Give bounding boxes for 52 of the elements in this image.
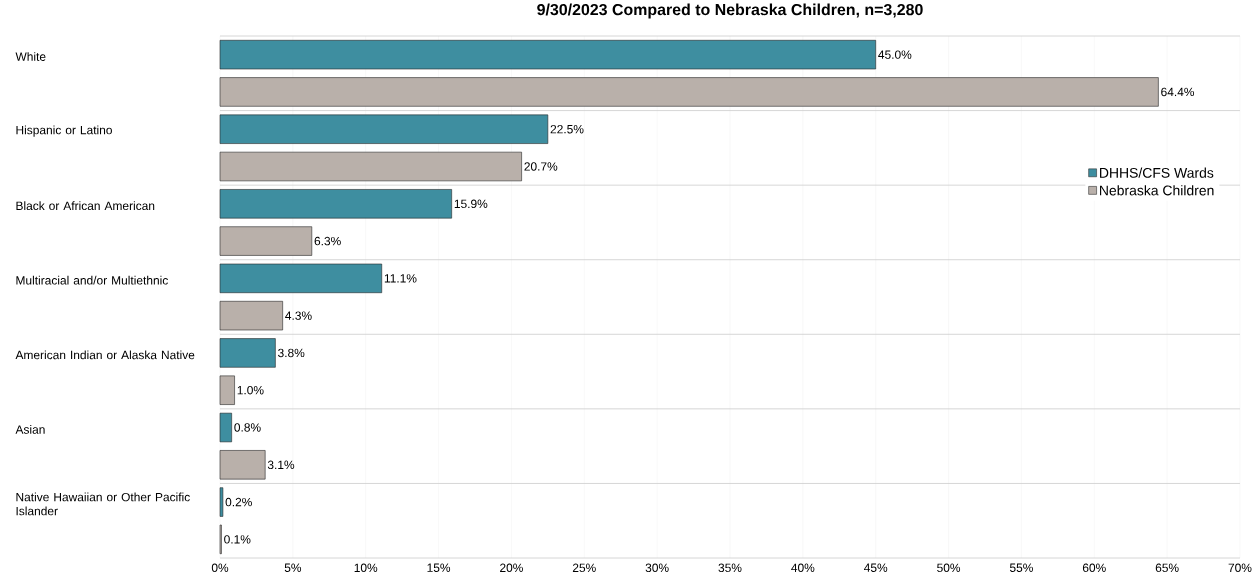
data-label: 0.8% <box>234 423 261 432</box>
bar <box>219 151 522 182</box>
y-tick-label: Native Hawaiian or Other Pacific Islander <box>16 492 190 516</box>
bar <box>219 189 452 219</box>
bar <box>219 39 876 70</box>
y-tick-label: American Indian or Alaska Native <box>15 350 195 360</box>
y-tick-label: Multiracial and/or Multiethnic <box>16 275 168 285</box>
data-label: 3.8% <box>278 348 305 358</box>
data-label: 15.9% <box>454 199 488 209</box>
data-label: 1.0% <box>237 385 264 395</box>
legend-label: Nebraska Children <box>1100 185 1214 196</box>
x-tick-label: 40% <box>791 563 815 572</box>
x-tick-label: 5% <box>284 563 302 572</box>
y-tick-label: White <box>15 52 46 61</box>
x-tick-label: 60% <box>1082 563 1106 572</box>
data-label: 0.2% <box>225 497 252 507</box>
data-label: 6.3% <box>314 236 341 246</box>
bar <box>219 375 235 405</box>
y-tick-label: Asian <box>15 424 45 434</box>
x-tick-label: 45% <box>864 563 888 572</box>
chart-title: 9/30/2023 Compared to Nebraska Children, n=3,280 <box>537 3 923 19</box>
bar <box>219 226 313 256</box>
data-label: 64.4% <box>1161 87 1195 97</box>
data-label: 22.5% <box>550 124 584 134</box>
bar <box>219 263 383 294</box>
x-tick-label: 50% <box>937 563 961 572</box>
y-tick-label: Black or African American <box>16 201 155 211</box>
x-tick-label: 25% <box>572 563 596 572</box>
x-tick-label: 10% <box>354 563 378 572</box>
x-tick-label: 35% <box>718 563 742 572</box>
x-tick-label: 70% <box>1228 563 1252 572</box>
data-label: 11.1% <box>384 274 417 283</box>
x-tick-label: 30% <box>645 563 669 572</box>
data-label: 4.3% <box>285 311 312 320</box>
data-label: 3.1% <box>267 460 295 470</box>
data-label: 45.0% <box>878 50 912 59</box>
y-tick-label: Hispanic or Latino <box>16 125 112 137</box>
bar <box>219 450 266 480</box>
data-label: 0.1% <box>224 535 251 544</box>
bar <box>219 114 549 144</box>
bar <box>219 412 232 443</box>
bar <box>219 487 224 517</box>
legend-label: DHHS/CFS Wards <box>1100 167 1214 178</box>
bar <box>219 300 283 331</box>
data-label: 20.7% <box>524 162 558 171</box>
x-tick-label: 20% <box>500 563 523 572</box>
bar <box>219 338 276 368</box>
x-tick-label: 15% <box>427 563 451 572</box>
bar <box>219 77 1159 107</box>
x-tick-label: 65% <box>1155 563 1179 572</box>
x-tick-label: 55% <box>1009 563 1033 572</box>
x-tick-label: 0% <box>211 563 229 572</box>
